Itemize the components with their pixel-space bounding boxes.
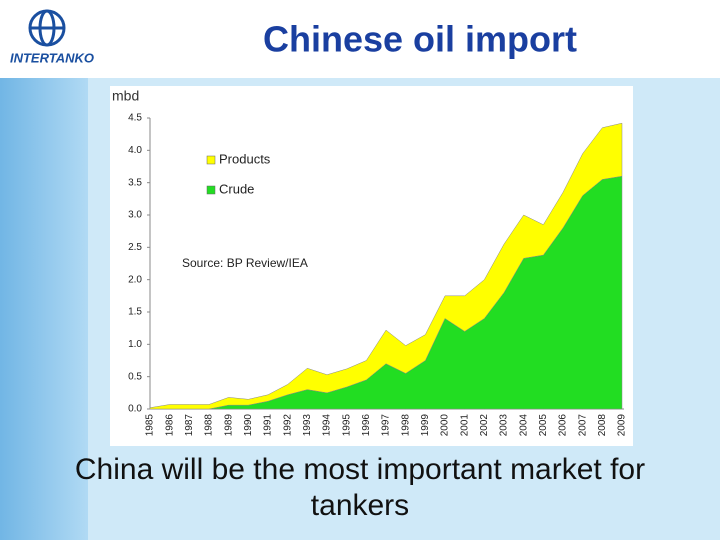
legend-swatch [206, 185, 216, 195]
x-tick-label: 1988 [204, 414, 215, 437]
y-tick-label: 1.5 [128, 307, 142, 318]
caption: China will be the most important market … [74, 453, 646, 522]
y-tick-label: 4.0 [128, 145, 142, 156]
x-tick-label: 1992 [282, 414, 293, 437]
x-tick-label: 1991 [263, 414, 274, 437]
x-tick-label: 2004 [518, 414, 529, 437]
x-tick-label: 1985 [145, 414, 156, 437]
y-tick-label: 3.0 [128, 210, 142, 221]
x-tick-label: 1990 [243, 414, 254, 437]
x-tick-label: 2009 [617, 414, 628, 437]
annotation: Source: BP Review/IEA [182, 256, 308, 270]
y-tick-label: 2.0 [128, 274, 142, 285]
y-tick-label: 0.5 [128, 371, 142, 382]
y-tick-label: 1.0 [128, 339, 142, 350]
side-strip [0, 78, 88, 540]
x-tick-label: 1999 [420, 414, 431, 437]
x-tick-label: 1994 [322, 414, 333, 437]
area [149, 122, 623, 410]
logo-globe [28, 9, 66, 47]
legend-swatch [206, 155, 216, 165]
x-tick-label: 2005 [538, 414, 549, 437]
legend-label: Crude [219, 181, 254, 196]
x-tick-label: 2007 [577, 414, 588, 437]
y-tick-label: 0.0 [128, 404, 142, 415]
chart-title: Chinese oil import [263, 19, 577, 60]
y-tick-label: 4.5 [128, 113, 142, 124]
x-tick-label: 1998 [400, 414, 411, 437]
x-tick-label: 1997 [381, 414, 392, 437]
y-axis-label: mbd [112, 88, 139, 104]
x-tick-label: 2002 [479, 414, 490, 437]
x-tick-label: 2001 [459, 414, 470, 437]
header-band [0, 0, 720, 78]
x-tick-label: 1995 [341, 414, 352, 437]
x-tick-label: 1987 [184, 414, 195, 437]
x-tick-label: 2006 [558, 414, 569, 437]
y-tick-label: 2.5 [128, 242, 142, 253]
x-tick-label: 2003 [499, 414, 510, 437]
x-tick-label: 1989 [223, 414, 234, 437]
y-tick-label: 3.5 [128, 177, 142, 188]
x-tick-label: 1996 [361, 414, 372, 437]
legend-label: Products [219, 151, 271, 166]
x-tick-label: 1986 [164, 414, 175, 437]
x-tick-label: 1993 [302, 414, 313, 437]
x-tick-label: 2008 [597, 414, 608, 437]
logo-text: INTERTANKO [10, 50, 94, 65]
x-tick-label: 2000 [440, 414, 451, 437]
